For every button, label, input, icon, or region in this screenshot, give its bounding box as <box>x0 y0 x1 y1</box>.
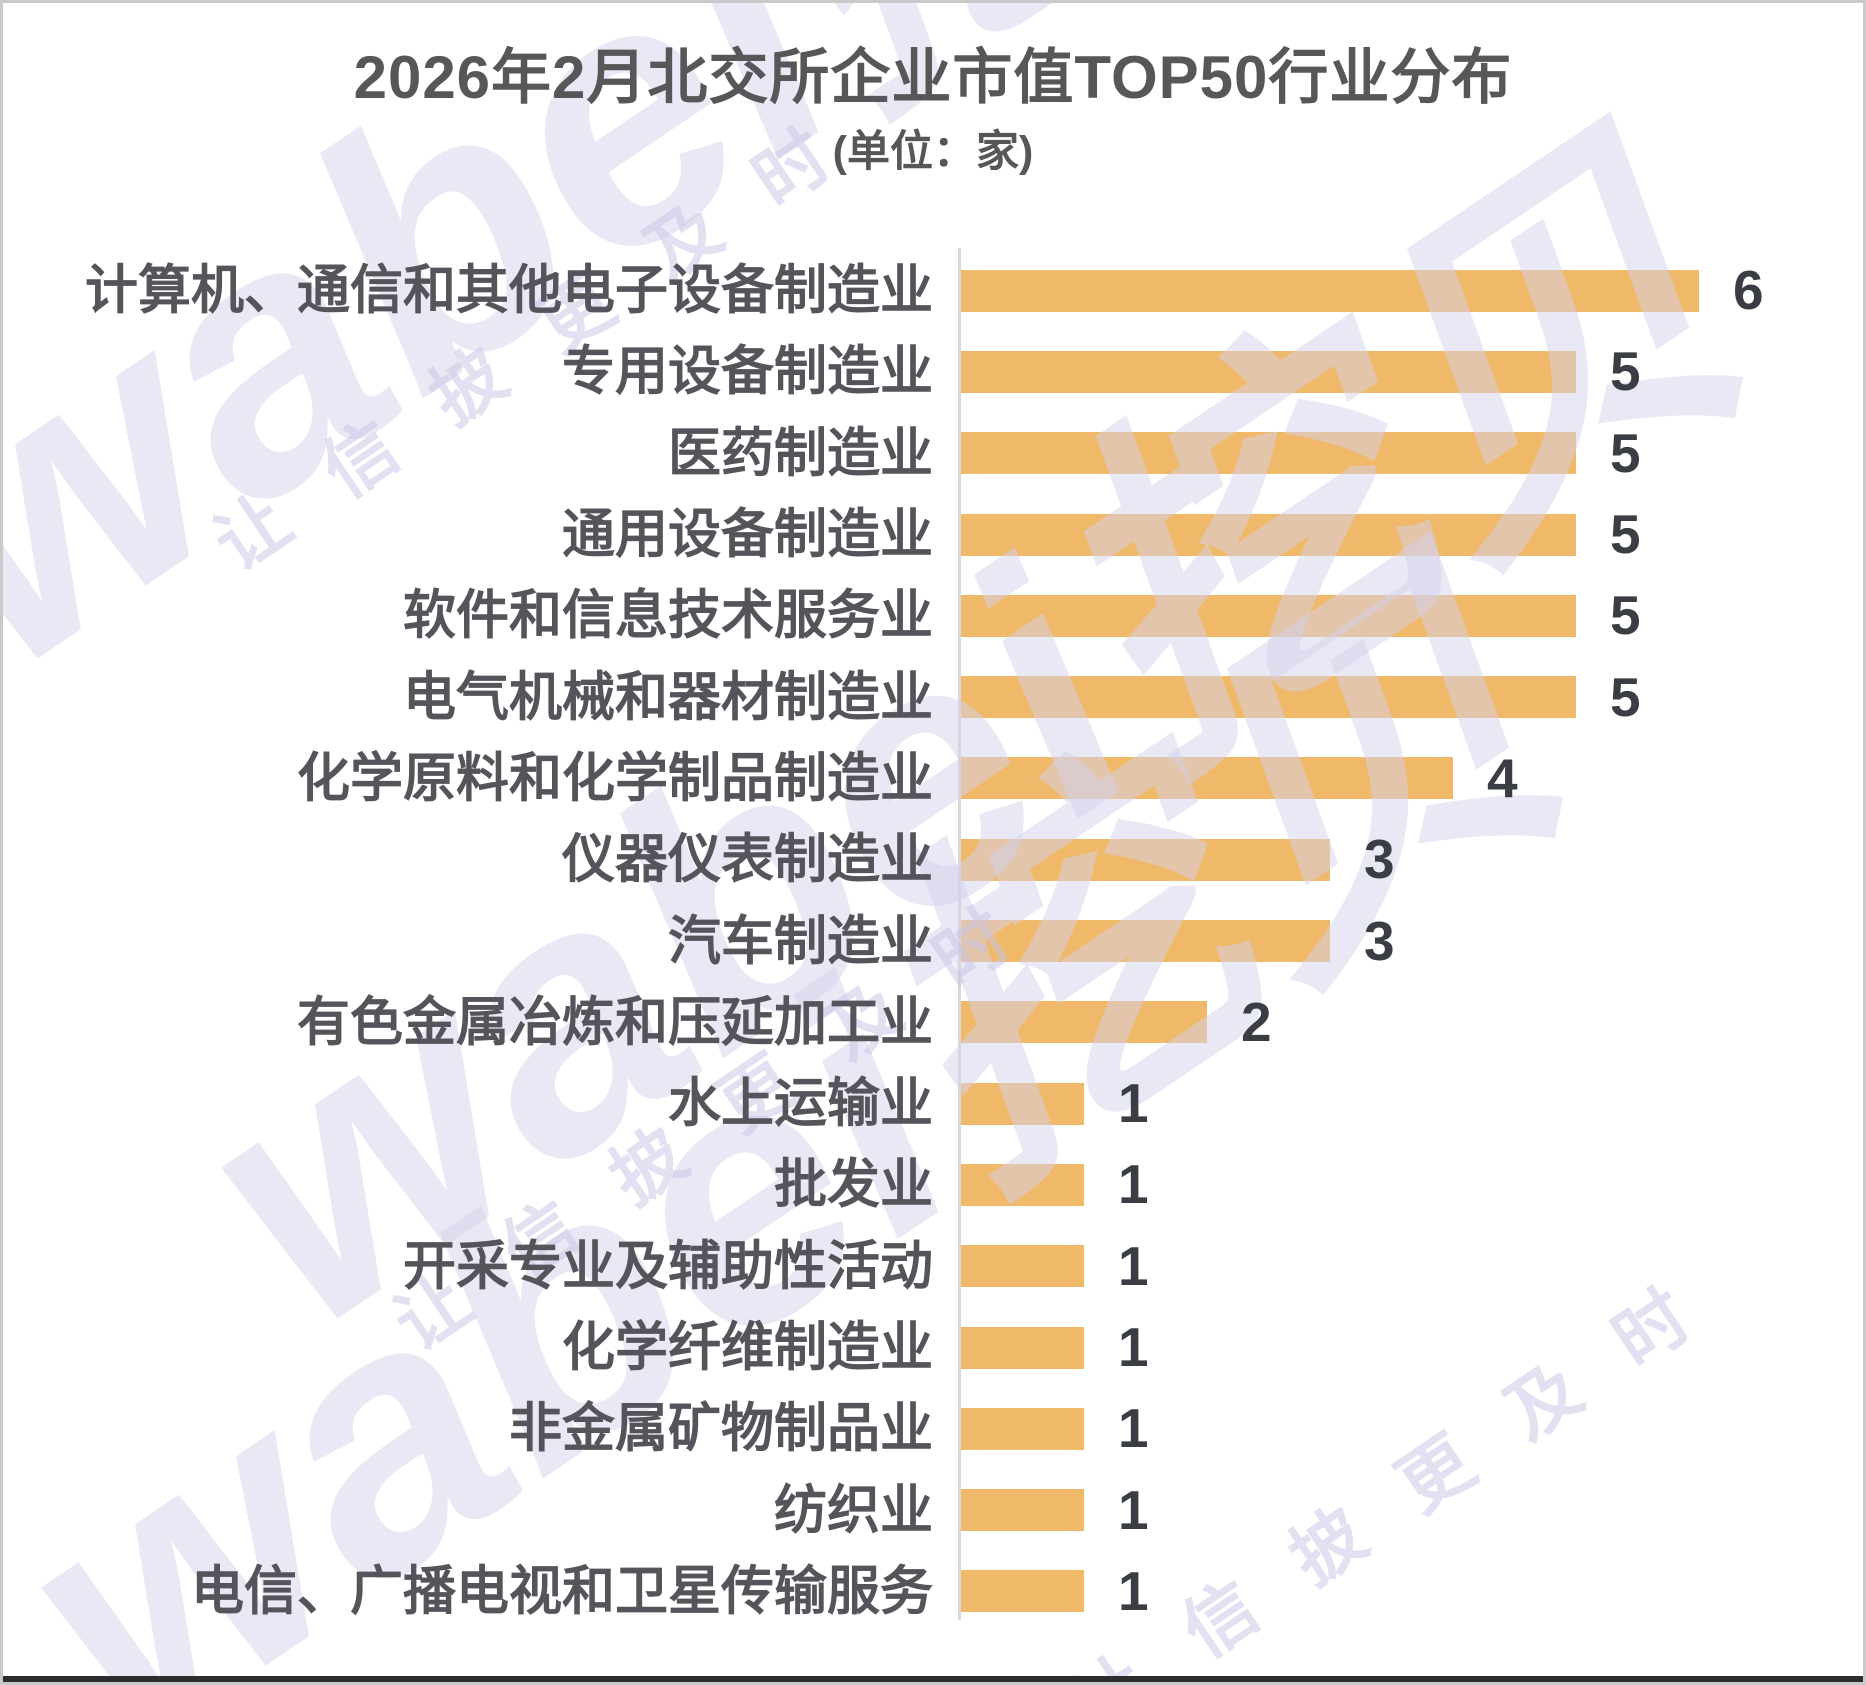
bar-rows: 计算机、通信和其他电子设备制造业 6 专用设备制造业 5 医药制造业 5 通用设备制造业 5 软… <box>3 250 1863 1632</box>
chart-row: 软件和信息技术服务业 5 <box>3 575 1863 656</box>
category-label: 通用设备制造业 <box>562 505 933 565</box>
chart-row: 化学纤维制造业 1 <box>3 1307 1863 1388</box>
chart-row: 医药制造业 5 <box>3 413 1863 494</box>
chart-row: 电气机械和器材制造业 5 <box>3 656 1863 737</box>
chart-row: 化学原料和化学制品制造业 4 <box>3 738 1863 819</box>
category-label: 化学原料和化学制品制造业 <box>297 748 933 808</box>
bar <box>961 1163 1084 1206</box>
value-label: 5 <box>1610 421 1641 484</box>
category-label: 电信、广播电视和卫星传输服务 <box>191 1561 933 1621</box>
bar <box>961 920 1330 963</box>
value-label: 1 <box>1118 1316 1149 1378</box>
bar <box>961 757 1453 800</box>
chart-row: 开采专业及辅助性活动 1 <box>3 1226 1863 1307</box>
category-label: 非金属矿物制品业 <box>509 1399 933 1459</box>
chart-row: 纺织业 1 <box>3 1469 1863 1550</box>
category-label: 有色金属冶炼和压延加工业 <box>297 992 933 1052</box>
value-label: 5 <box>1610 665 1641 728</box>
bar-area: 6 <box>933 250 1863 331</box>
category-label: 软件和信息技术服务业 <box>403 586 933 646</box>
category-label: 仪器仪表制造业 <box>562 830 933 890</box>
bar-area: 1 <box>933 1226 1863 1307</box>
value-label: 5 <box>1610 584 1641 647</box>
value-label: 1 <box>1118 1072 1149 1135</box>
bar-chart: 计算机、通信和其他电子设备制造业 6 专用设备制造业 5 医药制造业 5 通用设备制造业 5 软… <box>3 248 1863 1632</box>
bar <box>961 838 1330 881</box>
bar-area: 3 <box>933 900 1863 981</box>
bar-area: 1 <box>933 1144 1863 1225</box>
category-label: 纺织业 <box>774 1480 933 1540</box>
window-bottom-edge <box>3 1676 1863 1682</box>
bar <box>961 1245 1084 1288</box>
bar-area: 5 <box>933 331 1863 412</box>
bar-area: 1 <box>933 1551 1863 1632</box>
bar <box>961 1326 1084 1369</box>
category-label: 化学纤维制造业 <box>562 1318 933 1377</box>
value-label: 1 <box>1118 1153 1149 1216</box>
chart-row: 水上运输业 1 <box>3 1063 1863 1144</box>
value-label: 5 <box>1610 503 1641 566</box>
bar <box>961 350 1576 393</box>
category-label: 水上运输业 <box>668 1074 933 1134</box>
chart-title: 2026年2月北交所企业市值TOP50行业分布 <box>353 44 1513 111</box>
category-label: 批发业 <box>774 1155 933 1215</box>
value-label: 6 <box>1733 259 1764 322</box>
chart-row: 有色金属冶炼和压延加工业 2 <box>3 982 1863 1063</box>
chart-row: 非金属矿物制品业 1 <box>3 1388 1863 1469</box>
bar <box>961 1407 1084 1450</box>
category-label: 汽车制造业 <box>668 911 933 971</box>
bar <box>961 594 1576 637</box>
bar <box>961 269 1699 312</box>
chart-row: 汽车制造业 3 <box>3 900 1863 981</box>
bar-area: 1 <box>933 1063 1863 1144</box>
bar <box>961 676 1576 719</box>
bar <box>961 513 1576 556</box>
chart-row: 电信、广播电视和卫星传输服务 1 <box>3 1551 1863 1632</box>
chart-row: 批发业 1 <box>3 1144 1863 1225</box>
y-axis-line <box>958 248 961 1620</box>
value-label: 5 <box>1610 340 1641 403</box>
bar-area: 1 <box>933 1307 1863 1388</box>
bar-area: 5 <box>933 575 1863 656</box>
value-label: 4 <box>1487 746 1518 809</box>
category-label: 开采专业及辅助性活动 <box>403 1236 933 1296</box>
bar <box>961 1001 1207 1044</box>
bar-area: 5 <box>933 494 1863 575</box>
bar-area: 5 <box>933 656 1863 737</box>
value-label: 2 <box>1241 990 1272 1053</box>
chart-row: 专用设备制造业 5 <box>3 331 1863 412</box>
bar <box>961 432 1576 475</box>
value-label: 1 <box>1118 1478 1149 1541</box>
chart-unit-label: (单位：家) <box>832 128 1034 176</box>
category-label: 计算机、通信和其他电子设备制造业 <box>85 261 933 321</box>
bar-area: 2 <box>933 982 1863 1063</box>
bar-area: 5 <box>933 413 1863 494</box>
bar-area: 1 <box>933 1388 1863 1469</box>
value-label: 1 <box>1118 1559 1149 1622</box>
value-label: 1 <box>1118 1397 1149 1460</box>
value-label: 1 <box>1118 1234 1149 1297</box>
chart-row: 通用设备制造业 5 <box>3 494 1863 575</box>
chart-row: 计算机、通信和其他电子设备制造业 6 <box>3 250 1863 331</box>
bar-area: 1 <box>933 1469 1863 1550</box>
bar <box>961 1489 1084 1532</box>
category-label: 专用设备制造业 <box>562 342 933 402</box>
bar <box>961 1570 1084 1613</box>
category-label: 电气机械和器材制造业 <box>403 667 933 727</box>
bar-area: 4 <box>933 738 1863 819</box>
value-label: 3 <box>1364 828 1395 891</box>
category-label: 医药制造业 <box>668 423 933 483</box>
bar-area: 3 <box>933 819 1863 900</box>
value-label: 3 <box>1364 909 1395 972</box>
bar <box>961 1082 1084 1125</box>
chart-row: 仪器仪表制造业 3 <box>3 819 1863 900</box>
